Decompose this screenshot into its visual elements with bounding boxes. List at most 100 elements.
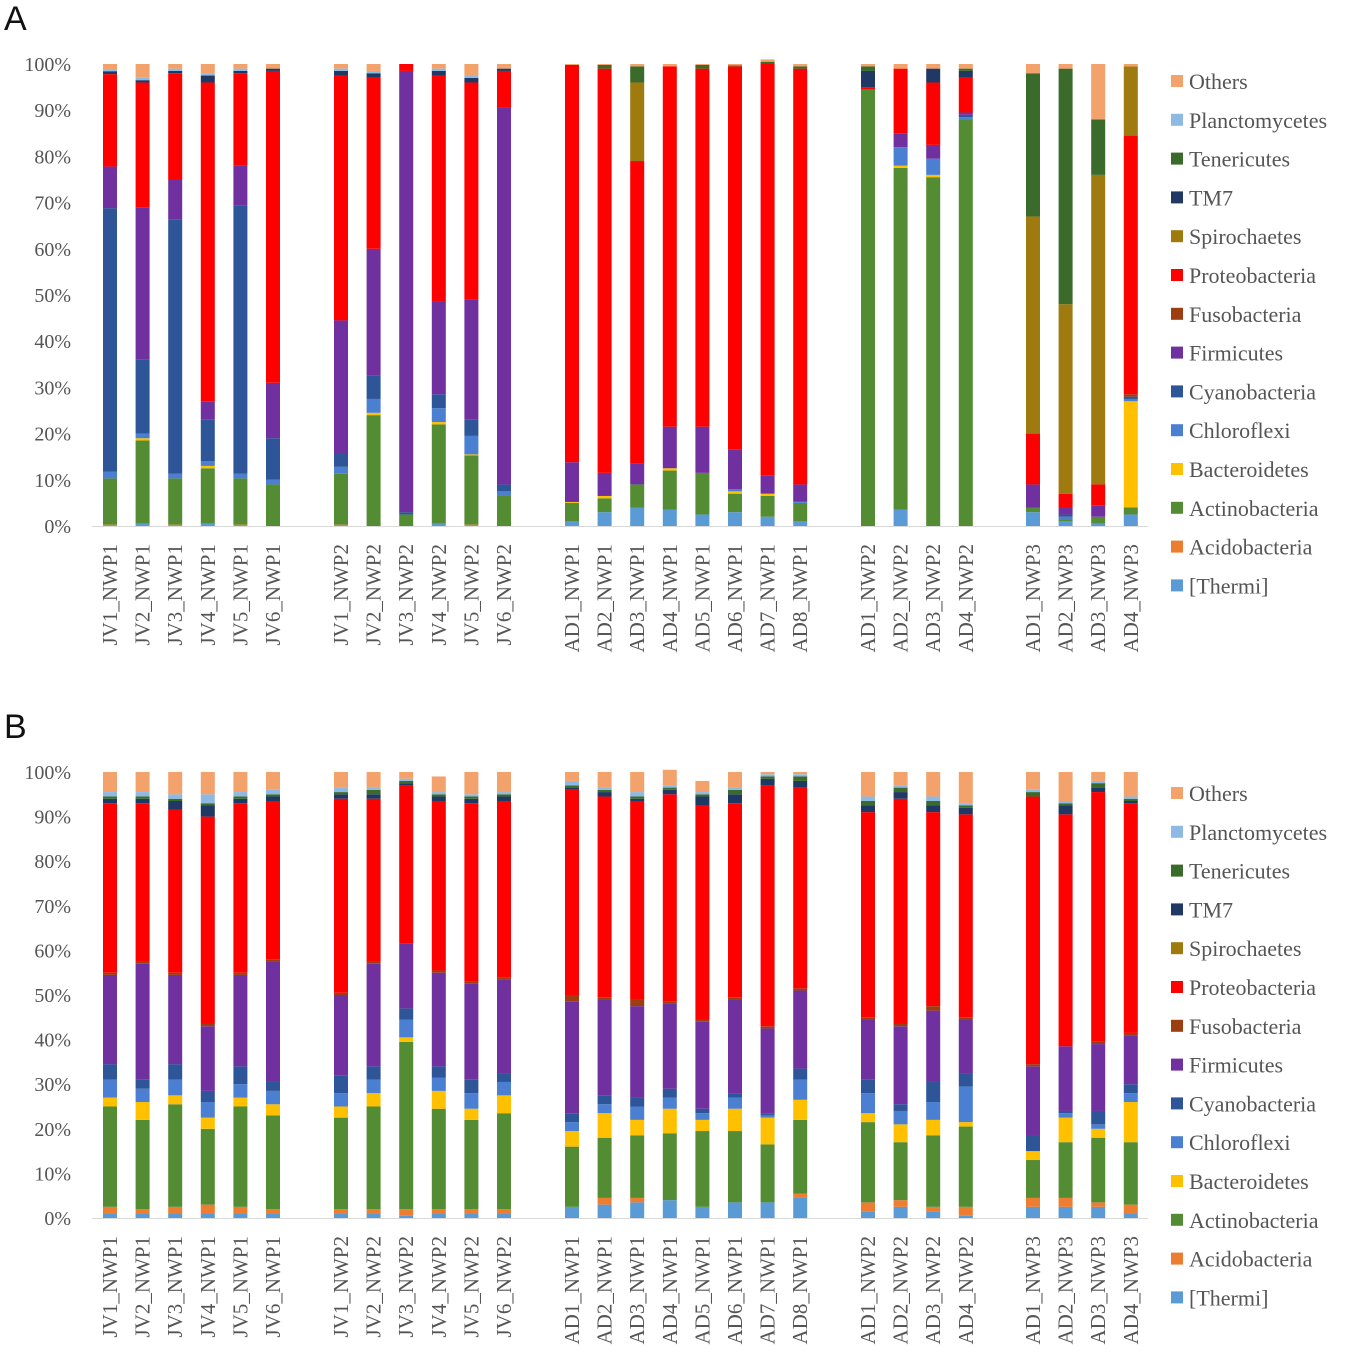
bar-segment-cyanobacteria bbox=[958, 1073, 973, 1087]
bar-segment-spirochaetes bbox=[1091, 174, 1106, 485]
bar-segment-proteobacteria bbox=[266, 70, 280, 383]
bar-segment-actinobacteria bbox=[1026, 1160, 1040, 1198]
bar-segment-actinobacteria bbox=[103, 478, 117, 525]
y-tick-label: 90% bbox=[34, 100, 71, 122]
bar-segment-chloroflexi bbox=[793, 1079, 808, 1100]
bar-segment-acidobacteria bbox=[497, 1209, 511, 1214]
bar-segment-chloroflexi bbox=[893, 147, 908, 166]
bar-segment-thermi bbox=[760, 1202, 775, 1218]
bar-segment-firmicutes bbox=[103, 974, 117, 1065]
legend-swatch-firmicutes bbox=[1171, 1058, 1183, 1071]
stacked-bar-jv3-nwp2 bbox=[399, 772, 414, 1218]
bar-segment-fusobacteria bbox=[597, 997, 612, 1000]
bar-segment-thermi bbox=[431, 523, 446, 526]
x-tick-label: AD2_NWP1 bbox=[593, 1236, 617, 1345]
bar-segment-chloroflexi bbox=[1123, 398, 1138, 402]
bar-segment-chloroflexi bbox=[1058, 516, 1073, 520]
bar-segment-thermi bbox=[565, 521, 579, 526]
bar-segment-acidobacteria bbox=[597, 1197, 612, 1205]
bar-segment-actinobacteria bbox=[861, 89, 875, 526]
bar-segment-tm7 bbox=[366, 794, 381, 799]
legend-label-fusobacteria: Fusobacteria bbox=[1189, 302, 1302, 327]
bar-segment-actinobacteria bbox=[168, 478, 183, 525]
bar-segment-tenericutes bbox=[695, 64, 710, 69]
bar-segment-chloroflexi bbox=[728, 489, 742, 492]
bar-segment-thermi bbox=[662, 509, 677, 526]
bar-segment-firmicutes bbox=[630, 1006, 645, 1098]
x-tick-label: AD5_NWP1 bbox=[690, 1236, 714, 1345]
bar-segment-proteobacteria bbox=[103, 803, 117, 973]
bar-segment-tm7 bbox=[135, 80, 150, 83]
bar-segment-thermi bbox=[695, 514, 710, 526]
y-tick-label: 20% bbox=[34, 424, 71, 446]
legend-label-tm7: TM7 bbox=[1189, 897, 1233, 922]
stacked-bar-ad1-nwp3 bbox=[1026, 64, 1040, 526]
bar-segment-fusobacteria bbox=[793, 988, 808, 991]
bar-segment-actinobacteria bbox=[464, 455, 479, 525]
bar-segment-tenericutes bbox=[861, 800, 875, 806]
bar-segment-acidobacteria bbox=[958, 1206, 973, 1216]
x-tick-label: JV6_NWP2 bbox=[492, 1236, 516, 1338]
bar-segment-planctomycetes bbox=[497, 792, 511, 795]
bar-segment-acidobacteria bbox=[893, 1200, 908, 1207]
legend-swatch-chloroflexi bbox=[1171, 424, 1183, 437]
bar-segment-chloroflexi bbox=[168, 1079, 183, 1096]
bar-segment-others bbox=[464, 772, 479, 795]
bar-segment-fusobacteria bbox=[1123, 394, 1138, 397]
bar-segment-cyanobacteria bbox=[135, 359, 150, 434]
bar-segment-bacteroidetes bbox=[431, 1090, 446, 1109]
bar-segment-proteobacteria bbox=[861, 87, 875, 90]
bar-segment-fusobacteria bbox=[366, 961, 381, 964]
bar-segment-proteobacteria bbox=[103, 74, 117, 167]
bar-segment-chloroflexi bbox=[366, 1079, 381, 1094]
y-tick-label: 40% bbox=[34, 1030, 71, 1052]
bar-segment-planctomycetes bbox=[334, 787, 348, 793]
bar-segment-others bbox=[760, 59, 775, 62]
bar-segment-bacteroidetes bbox=[135, 438, 150, 441]
bar-segment-planctomycetes bbox=[1026, 789, 1040, 793]
bar-segment-cyanobacteria bbox=[135, 1079, 150, 1089]
legend-swatch-spirochaetes bbox=[1171, 230, 1183, 243]
bar-segment-cyanobacteria bbox=[565, 1113, 579, 1123]
bar-segment-proteobacteria bbox=[168, 73, 183, 180]
stacked-bar-jv1-nwp1 bbox=[103, 772, 117, 1218]
y-tick-label: 30% bbox=[34, 1074, 71, 1096]
x-tick-label: JV6_NWP1 bbox=[261, 544, 285, 646]
bar-segment-tenericutes bbox=[893, 787, 908, 793]
x-tick-label: JV2_NWP2 bbox=[362, 1236, 386, 1338]
bar-segment-acidobacteria bbox=[168, 524, 183, 526]
bar-segment-actinobacteria bbox=[200, 468, 215, 524]
bar-segment-chloroflexi bbox=[431, 1077, 446, 1091]
bar-segment-others bbox=[266, 64, 280, 69]
bar-segment-tm7 bbox=[926, 68, 941, 83]
bar-segment-actinobacteria bbox=[431, 424, 446, 524]
bar-segment-thermi bbox=[597, 1204, 612, 1218]
bar-segment-firmicutes bbox=[958, 112, 973, 115]
bar-segment-chloroflexi bbox=[200, 1102, 215, 1118]
bar-segment-thermi bbox=[200, 1213, 215, 1218]
bar-segment-bacteroidetes bbox=[597, 1113, 612, 1138]
legend-label-chloroflexi: Chloroflexi bbox=[1189, 418, 1290, 443]
bar-segment-actinobacteria bbox=[597, 1137, 612, 1198]
bar-segment-proteobacteria bbox=[662, 794, 677, 1002]
legend-swatch-others bbox=[1171, 75, 1183, 87]
bar-segment-firmicutes bbox=[662, 426, 677, 469]
bar-segment-thermi bbox=[464, 1213, 479, 1218]
x-tick-label: AD2_NWP2 bbox=[889, 1236, 913, 1345]
bar-segment-acidobacteria bbox=[793, 1193, 808, 1198]
bar-segment-actinobacteria bbox=[334, 1117, 348, 1210]
stacked-bar-ad1-nwp1 bbox=[565, 64, 579, 526]
stacked-bar-ad2-nwp3 bbox=[1058, 64, 1073, 526]
bar-segment-firmicutes bbox=[431, 972, 446, 1067]
bar-segment-bacteroidetes bbox=[334, 1106, 348, 1118]
legend-label-chloroflexi: Chloroflexi bbox=[1189, 1130, 1290, 1155]
stacked-bar-ad3-nwp3 bbox=[1091, 64, 1106, 526]
stacked-bar-ad8-nwp1 bbox=[793, 64, 808, 526]
bar-segment-firmicutes bbox=[861, 1019, 875, 1080]
bar-segment-fusobacteria bbox=[200, 1023, 215, 1027]
bar-segment-acidobacteria bbox=[399, 1209, 414, 1216]
stacked-bar-jv2-nwp1 bbox=[135, 772, 150, 1218]
bar-segment-planctomycetes bbox=[695, 792, 710, 795]
bar-segment-thermi bbox=[1123, 514, 1138, 526]
bar-segment-chloroflexi bbox=[103, 471, 117, 479]
